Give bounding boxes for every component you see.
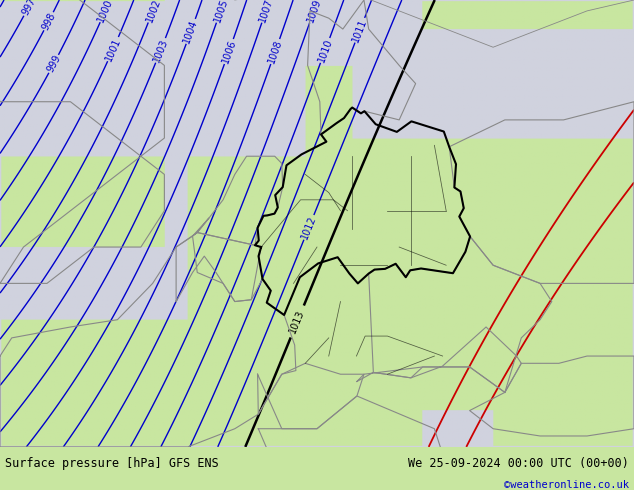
Text: 1011: 1011 bbox=[351, 17, 369, 44]
Text: 1006: 1006 bbox=[220, 38, 238, 65]
Text: 1010: 1010 bbox=[316, 37, 334, 64]
Text: 1003: 1003 bbox=[152, 37, 170, 64]
Text: 1008: 1008 bbox=[266, 38, 284, 65]
Text: 997: 997 bbox=[20, 0, 37, 17]
Text: 1000: 1000 bbox=[96, 0, 115, 24]
Text: 1013: 1013 bbox=[288, 308, 307, 335]
Text: 1012: 1012 bbox=[300, 214, 318, 241]
Text: 1004: 1004 bbox=[182, 18, 200, 45]
Text: 998: 998 bbox=[40, 11, 57, 32]
Text: 1005: 1005 bbox=[212, 0, 230, 24]
Text: ©weatheronline.co.uk: ©weatheronline.co.uk bbox=[504, 480, 629, 490]
Text: 1007: 1007 bbox=[257, 0, 275, 24]
Text: We 25-09-2024 00:00 UTC (00+00): We 25-09-2024 00:00 UTC (00+00) bbox=[408, 457, 629, 470]
Text: Surface pressure [hPa] GFS ENS: Surface pressure [hPa] GFS ENS bbox=[5, 457, 219, 470]
Text: 1002: 1002 bbox=[144, 0, 162, 24]
Text: 1001: 1001 bbox=[103, 36, 122, 62]
Text: 999: 999 bbox=[45, 53, 62, 74]
Text: 1009: 1009 bbox=[306, 0, 323, 24]
